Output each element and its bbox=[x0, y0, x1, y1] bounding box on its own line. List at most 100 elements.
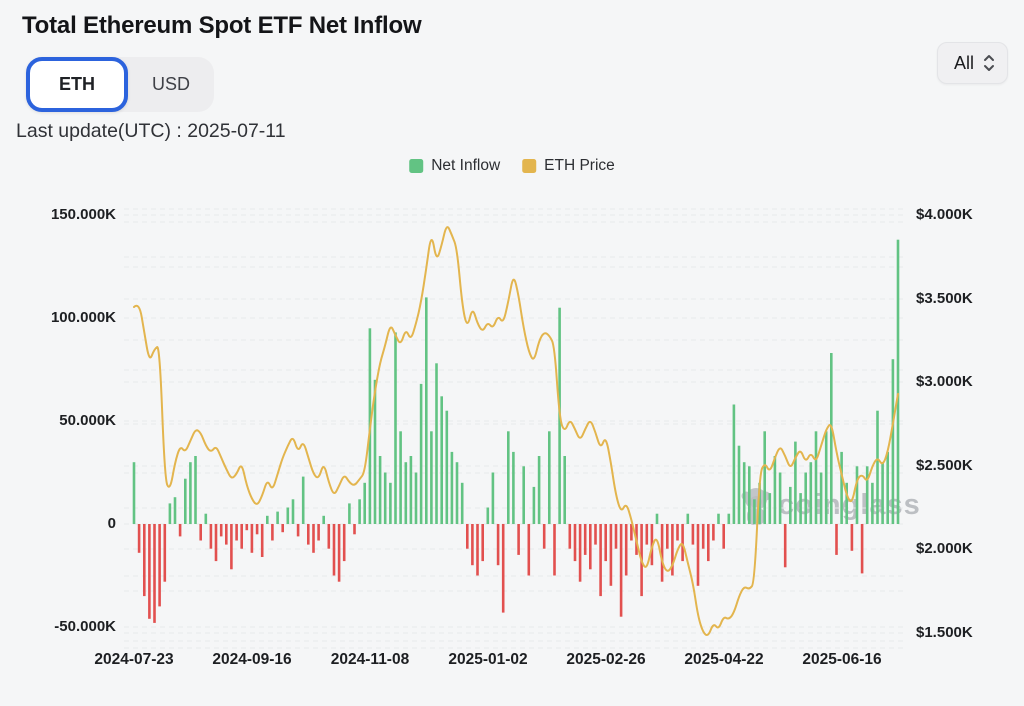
inflow-bar[interactable] bbox=[158, 524, 161, 607]
inflow-bar[interactable] bbox=[245, 524, 249, 531]
inflow-bar[interactable] bbox=[737, 445, 741, 524]
inflow-bar[interactable] bbox=[327, 524, 331, 549]
inflow-bar[interactable] bbox=[455, 462, 459, 524]
inflow-bar[interactable] bbox=[163, 524, 167, 582]
inflow-bar[interactable] bbox=[466, 524, 469, 549]
inflow-bar[interactable] bbox=[794, 441, 797, 524]
inflow-bar[interactable] bbox=[414, 472, 418, 525]
inflow-bar[interactable] bbox=[317, 524, 320, 541]
inflow-bar[interactable] bbox=[184, 478, 187, 524]
inflow-bar[interactable] bbox=[143, 524, 146, 597]
inflow-bar[interactable] bbox=[266, 515, 269, 524]
inflow-bar[interactable] bbox=[589, 524, 592, 570]
inflow-bar[interactable] bbox=[440, 396, 443, 524]
inflow-bar[interactable] bbox=[312, 524, 315, 553]
inflow-bar[interactable] bbox=[660, 524, 664, 582]
inflow-bar[interactable] bbox=[230, 524, 233, 570]
inflow-bar[interactable] bbox=[450, 451, 454, 524]
inflow-bar[interactable] bbox=[748, 466, 751, 524]
inflow-bar[interactable] bbox=[214, 524, 218, 562]
inflow-bar[interactable] bbox=[835, 524, 838, 555]
inflow-bar[interactable] bbox=[773, 456, 777, 524]
inflow-bar[interactable] bbox=[814, 431, 818, 524]
inflow-bar[interactable] bbox=[132, 462, 136, 524]
inflow-bar[interactable] bbox=[481, 524, 484, 562]
inflow-bar[interactable] bbox=[830, 353, 833, 524]
inflow-bar[interactable] bbox=[276, 511, 279, 524]
inflow-bar[interactable] bbox=[250, 524, 254, 553]
inflow-bar[interactable] bbox=[676, 524, 679, 541]
inflow-bar[interactable] bbox=[819, 472, 823, 525]
inflow-bar[interactable] bbox=[153, 524, 156, 623]
inflow-bar[interactable] bbox=[389, 482, 392, 524]
inflow-bar[interactable] bbox=[204, 513, 208, 524]
inflow-bar[interactable] bbox=[363, 482, 366, 524]
inflow-bar[interactable] bbox=[194, 456, 197, 524]
inflow-bar[interactable] bbox=[383, 472, 387, 525]
inflow-bar[interactable] bbox=[599, 524, 602, 597]
inflow-bar[interactable] bbox=[696, 524, 700, 586]
inflow-bar[interactable] bbox=[630, 524, 633, 541]
inflow-bar[interactable] bbox=[291, 499, 295, 524]
inflow-bar[interactable] bbox=[240, 524, 243, 549]
toggle-usd-button[interactable]: USD bbox=[151, 74, 190, 94]
inflow-bar[interactable] bbox=[614, 524, 618, 549]
inflow-bar[interactable] bbox=[281, 524, 284, 533]
inflow-bar[interactable] bbox=[353, 524, 356, 535]
inflow-bar[interactable] bbox=[701, 524, 705, 549]
inflow-bar[interactable] bbox=[671, 524, 674, 576]
inflow-bar[interactable] bbox=[532, 486, 536, 524]
inflow-bar[interactable] bbox=[707, 524, 710, 562]
inflow-bar[interactable] bbox=[348, 503, 351, 524]
inflow-bar[interactable] bbox=[527, 524, 531, 576]
inflow-bar[interactable] bbox=[404, 462, 408, 524]
inflow-bar[interactable] bbox=[850, 524, 854, 551]
inflow-bar[interactable] bbox=[471, 524, 474, 566]
inflow-bar[interactable] bbox=[855, 466, 859, 524]
inflow-bar[interactable] bbox=[896, 239, 900, 524]
inflow-bar[interactable] bbox=[753, 499, 756, 524]
inflow-bar[interactable] bbox=[409, 456, 413, 524]
inflow-bar[interactable] bbox=[296, 524, 300, 537]
inflow-bar[interactable] bbox=[168, 503, 172, 524]
inflow-bar[interactable] bbox=[373, 379, 377, 524]
inflow-bar[interactable] bbox=[804, 472, 807, 525]
inflow-bar[interactable] bbox=[578, 524, 582, 582]
toggle-eth-button[interactable]: ETH bbox=[26, 57, 128, 112]
inflow-bar[interactable] bbox=[619, 524, 623, 617]
inflow-bar[interactable] bbox=[173, 497, 177, 524]
inflow-bar[interactable] bbox=[476, 524, 479, 576]
legend-item-net-inflow[interactable]: Net Inflow bbox=[409, 157, 500, 175]
inflow-bar[interactable] bbox=[307, 524, 310, 545]
inflow-bar[interactable] bbox=[655, 513, 659, 524]
inflow-bar[interactable] bbox=[799, 493, 802, 524]
inflow-bar[interactable] bbox=[419, 383, 423, 524]
inflow-bar[interactable] bbox=[501, 524, 505, 613]
inflow-bar[interactable] bbox=[435, 363, 438, 524]
inflow-bar[interactable] bbox=[553, 524, 556, 576]
inflow-bar[interactable] bbox=[758, 482, 761, 524]
inflow-bar[interactable] bbox=[686, 513, 690, 524]
inflow-bar[interactable] bbox=[604, 524, 607, 562]
inflow-bar[interactable] bbox=[512, 451, 515, 524]
inflow-bar[interactable] bbox=[891, 359, 895, 524]
inflow-bar[interactable] bbox=[378, 456, 382, 524]
net-inflow-bars[interactable] bbox=[132, 239, 900, 623]
inflow-bar[interactable] bbox=[573, 524, 577, 562]
inflow-bar[interactable] bbox=[260, 524, 264, 557]
inflow-bar[interactable] bbox=[886, 451, 889, 524]
inflow-bar[interactable] bbox=[219, 524, 223, 537]
inflow-bar[interactable] bbox=[624, 524, 628, 576]
inflow-bar[interactable] bbox=[399, 431, 402, 524]
inflow-bar[interactable] bbox=[824, 431, 828, 524]
inflow-bar[interactable] bbox=[342, 524, 346, 562]
inflow-bar[interactable] bbox=[486, 507, 490, 525]
inflow-bar[interactable] bbox=[563, 456, 566, 524]
inflow-bar[interactable] bbox=[178, 524, 182, 537]
inflow-bar[interactable] bbox=[425, 297, 428, 524]
inflow-bar[interactable] bbox=[778, 472, 782, 525]
inflow-bar[interactable] bbox=[732, 404, 736, 525]
inflow-bar[interactable] bbox=[548, 431, 551, 524]
inflow-bar[interactable] bbox=[871, 482, 874, 524]
